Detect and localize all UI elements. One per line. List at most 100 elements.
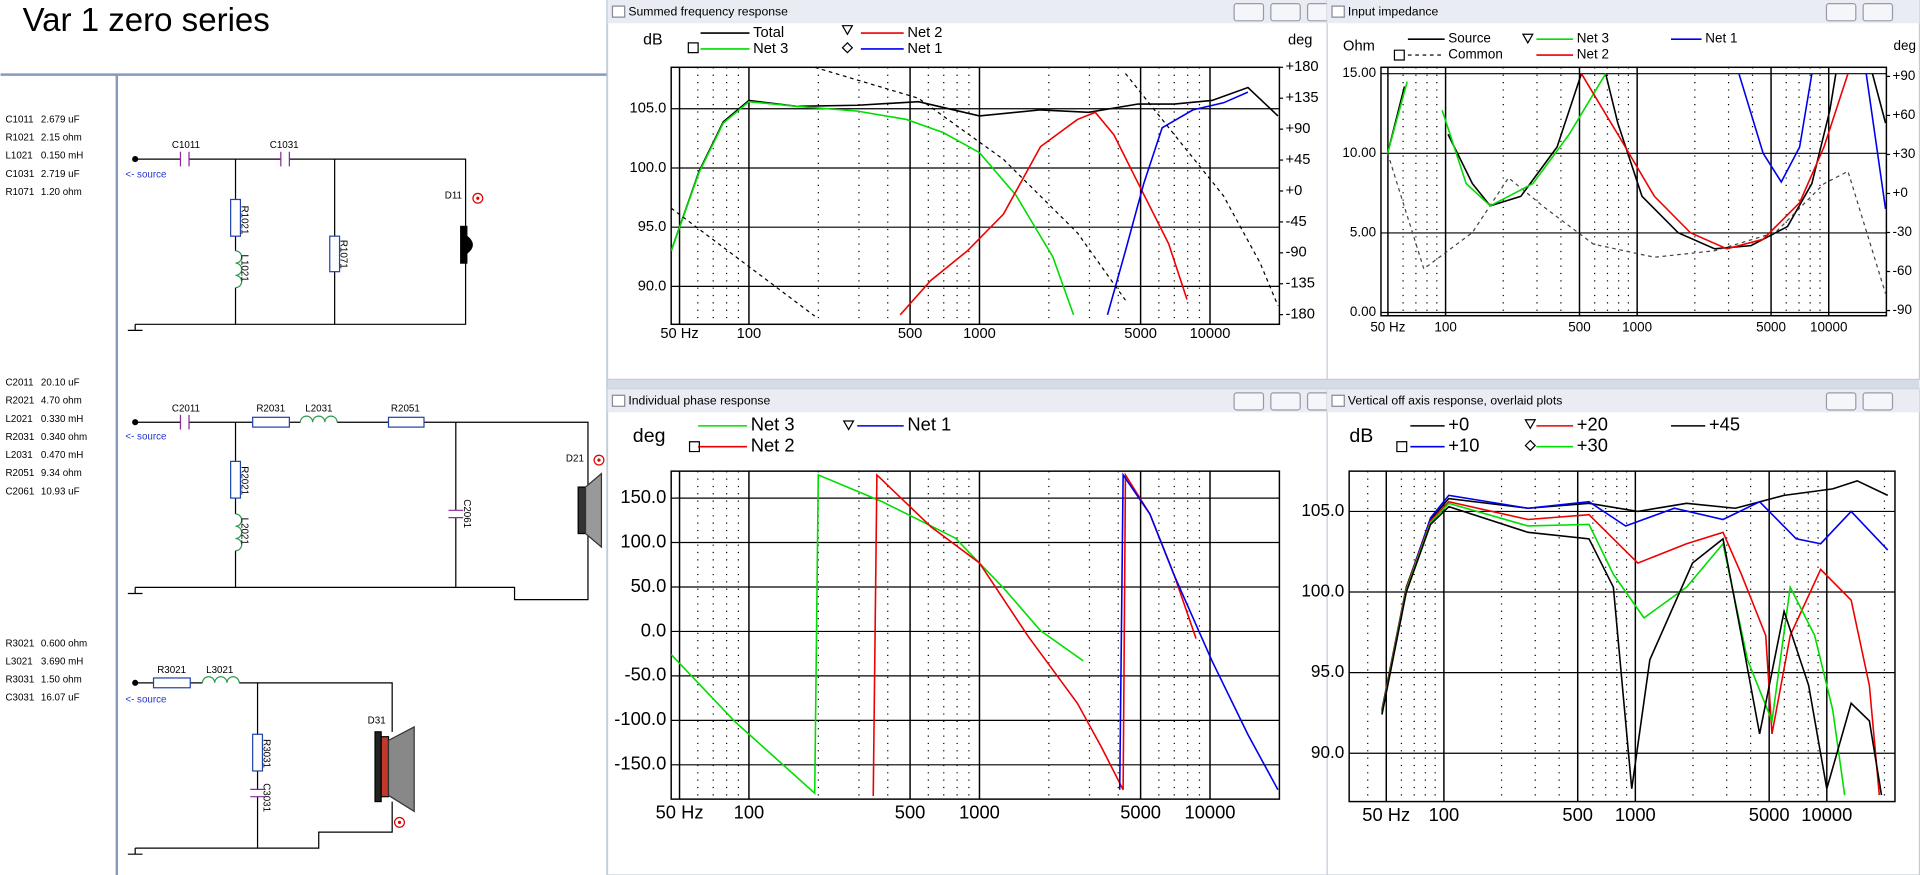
y-tick-label: 95.0 xyxy=(1311,661,1344,681)
series-line xyxy=(671,67,1279,317)
y-tick-label: 105.0 xyxy=(1301,500,1344,520)
series-line xyxy=(1738,73,1887,210)
component-value: 10.93 uF xyxy=(41,486,80,497)
y-tick-label: 105.0 xyxy=(630,101,667,117)
x-tick-label: 5000 xyxy=(1756,320,1786,335)
y2-tick-label: +60 xyxy=(1893,107,1916,122)
y2-tick-label: +45 xyxy=(1286,152,1311,168)
circuit-3 xyxy=(127,676,415,855)
speaker xyxy=(577,486,587,535)
series-line xyxy=(1387,152,1887,294)
x-tick-label: 1000 xyxy=(1615,804,1656,825)
x-tick-label: 100 xyxy=(1429,804,1460,825)
component-name: L3021 xyxy=(5,656,32,667)
window-icon xyxy=(611,394,626,407)
x-tick-label: 50 Hz xyxy=(1362,804,1410,825)
window-title: Input impedance xyxy=(1348,4,1439,18)
x-tick-label: 100 xyxy=(734,802,765,823)
circuit-2 xyxy=(127,414,605,601)
window-button[interactable] xyxy=(1270,392,1301,411)
component-label: L2021 xyxy=(238,518,249,545)
window-button[interactable] xyxy=(1825,3,1857,22)
component-name: C2011 xyxy=(5,378,33,389)
window-icon xyxy=(611,5,626,18)
component-value: 0.340 ohm xyxy=(41,432,87,443)
window-button[interactable] xyxy=(1233,392,1265,411)
window-body xyxy=(606,388,1328,875)
x-tick-label: 10000 xyxy=(1190,326,1231,342)
x-tick-label: 500 xyxy=(1562,804,1593,825)
window-body xyxy=(1326,388,1920,875)
component-label: L1021 xyxy=(238,255,249,282)
component-label: C1031 xyxy=(270,140,299,151)
circuit-1 xyxy=(127,151,484,332)
legend-marker xyxy=(1396,441,1408,453)
series-line xyxy=(899,111,1188,316)
series-line xyxy=(1381,494,1889,712)
terminal xyxy=(132,419,139,426)
inductor xyxy=(235,250,243,289)
page-title: Var 1 zero series xyxy=(23,2,270,39)
window-button[interactable] xyxy=(1862,392,1894,411)
window-title: Summed frequency response xyxy=(628,4,788,18)
window-button[interactable] xyxy=(1862,3,1894,22)
polarity-mark xyxy=(597,458,601,462)
y2-axis-label: deg xyxy=(1288,32,1312,48)
speaker xyxy=(374,731,382,803)
y2-tick-label: -60 xyxy=(1893,263,1912,278)
x-tick-label: 50 Hz xyxy=(1370,320,1405,335)
legend-marker xyxy=(841,25,854,36)
inductor xyxy=(235,513,243,552)
component-label: L3021 xyxy=(206,665,233,676)
x-tick-label: 50 Hz xyxy=(656,802,704,823)
driver-label: D21 xyxy=(566,454,584,465)
legend-marker xyxy=(1393,49,1405,61)
component-name: R2021 xyxy=(5,396,34,407)
plot-frame xyxy=(670,470,1281,800)
legend-label: Total xyxy=(753,25,784,41)
component-value: 0.470 mH xyxy=(41,450,83,461)
component-value: 16.07 uF xyxy=(41,693,80,704)
component-name: C1031 xyxy=(5,169,34,180)
wire xyxy=(127,682,393,855)
legend-label: +30 xyxy=(1577,435,1608,456)
x-tick-label: 100 xyxy=(737,326,761,342)
series-line xyxy=(1381,500,1881,796)
y2-tick-label: +30 xyxy=(1893,146,1916,161)
speaker-cone xyxy=(387,725,415,813)
legend-label: Source xyxy=(1448,31,1491,46)
component-value: 1.50 ohm xyxy=(41,675,82,686)
window-button[interactable] xyxy=(1233,3,1265,22)
x-tick-label: 5000 xyxy=(1124,326,1157,342)
x-tick-label: 100 xyxy=(1434,320,1456,335)
capacitor xyxy=(250,788,265,798)
y-tick-label: -150.0 xyxy=(614,753,666,774)
legend-label: Net 3 xyxy=(1577,31,1609,46)
source-label: <- source xyxy=(125,431,166,442)
y2-tick-label: -90 xyxy=(1286,245,1307,261)
resistor xyxy=(252,416,290,428)
window-button[interactable] xyxy=(1825,392,1857,411)
y2-tick-label: +90 xyxy=(1286,121,1311,137)
legend-label: Common xyxy=(1448,47,1503,62)
y-tick-label: 5.00 xyxy=(1350,224,1376,239)
y-tick-label: 0.00 xyxy=(1350,304,1376,319)
component-name: C2061 xyxy=(5,486,34,497)
polarity-mark xyxy=(593,454,605,466)
chart-window: Vertical off axis response, overlaid plo… xyxy=(1301,388,1920,875)
window-button[interactable] xyxy=(1270,3,1301,22)
legend-label: +45 xyxy=(1709,414,1740,435)
legend-marker xyxy=(1524,419,1537,430)
component-value: 9.34 ohm xyxy=(41,468,82,479)
series-line xyxy=(1381,502,1846,796)
x-tick-label: 10000 xyxy=(1801,804,1852,825)
component-name: R1071 xyxy=(5,187,34,198)
resistor xyxy=(230,460,242,499)
y2-tick-label: -135 xyxy=(1286,276,1315,292)
component-label: R1021 xyxy=(238,206,249,235)
series-line xyxy=(1118,472,1279,791)
component-value: 2.679 uF xyxy=(41,115,80,126)
x-tick-label: 5000 xyxy=(1120,802,1161,823)
inductor xyxy=(299,415,338,423)
